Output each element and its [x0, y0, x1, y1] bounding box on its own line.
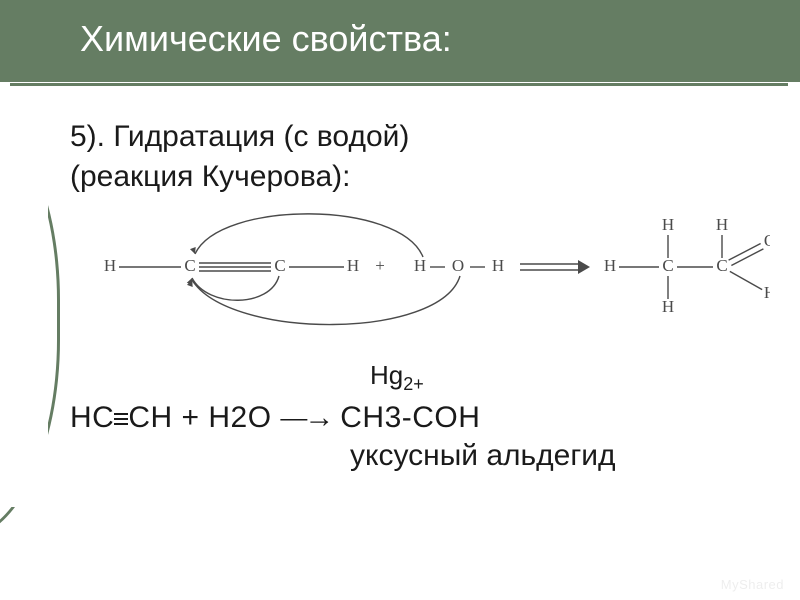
catalyst-charge: 2+: [403, 374, 424, 394]
svg-text:H: H: [604, 256, 616, 275]
arc-mask: [0, 87, 48, 507]
heading-line-1: 5). Гидратация (с водой): [70, 120, 780, 154]
svg-text:C: C: [716, 256, 727, 275]
eq-mid: CH + H2O: [128, 401, 271, 434]
svg-text:H: H: [104, 256, 116, 275]
header-underline: [10, 83, 788, 86]
slide-content: 5). Гидратация (с водой) (реакция Кучеро…: [70, 120, 780, 473]
slide-root: Химические свойства: 5). Гидратация (с в…: [0, 0, 800, 600]
reaction-mechanism-diagram: H C C H + H O H H C C H H H O H: [70, 212, 780, 362]
svg-text:C: C: [662, 256, 673, 275]
svg-text:O: O: [764, 231, 770, 250]
eq-lhs: HC: [70, 401, 114, 434]
svg-text:C: C: [184, 256, 195, 275]
slide-title: Химические свойства:: [80, 18, 452, 59]
diagram-svg: H C C H + H O H H C C H H H O H: [70, 212, 770, 362]
svg-text:H: H: [764, 283, 770, 302]
svg-text:H: H: [662, 297, 674, 316]
svg-text:C: C: [274, 256, 285, 275]
eq-rhs: CH3-COH: [331, 401, 480, 434]
catalyst-symbol: Hg: [370, 360, 403, 390]
product-label: уксусный альдегид: [350, 439, 780, 473]
watermark: MyShared: [721, 577, 784, 592]
svg-text:H: H: [662, 215, 674, 234]
equation-line: HC CH + H2O ⎯⎯→ CH3-COH: [70, 401, 780, 435]
heading-line-2: (реакция Кучерова):: [70, 160, 780, 194]
svg-text:+: +: [375, 256, 385, 275]
svg-text:H: H: [414, 256, 426, 275]
svg-text:H: H: [492, 256, 504, 275]
svg-text:O: O: [452, 256, 464, 275]
eq-arrow: ⎯⎯→: [280, 401, 331, 434]
catalyst-line: Hg2+: [370, 360, 780, 395]
svg-text:H: H: [716, 215, 728, 234]
svg-text:H: H: [347, 256, 359, 275]
title-bar: Химические свойства:: [0, 0, 800, 82]
